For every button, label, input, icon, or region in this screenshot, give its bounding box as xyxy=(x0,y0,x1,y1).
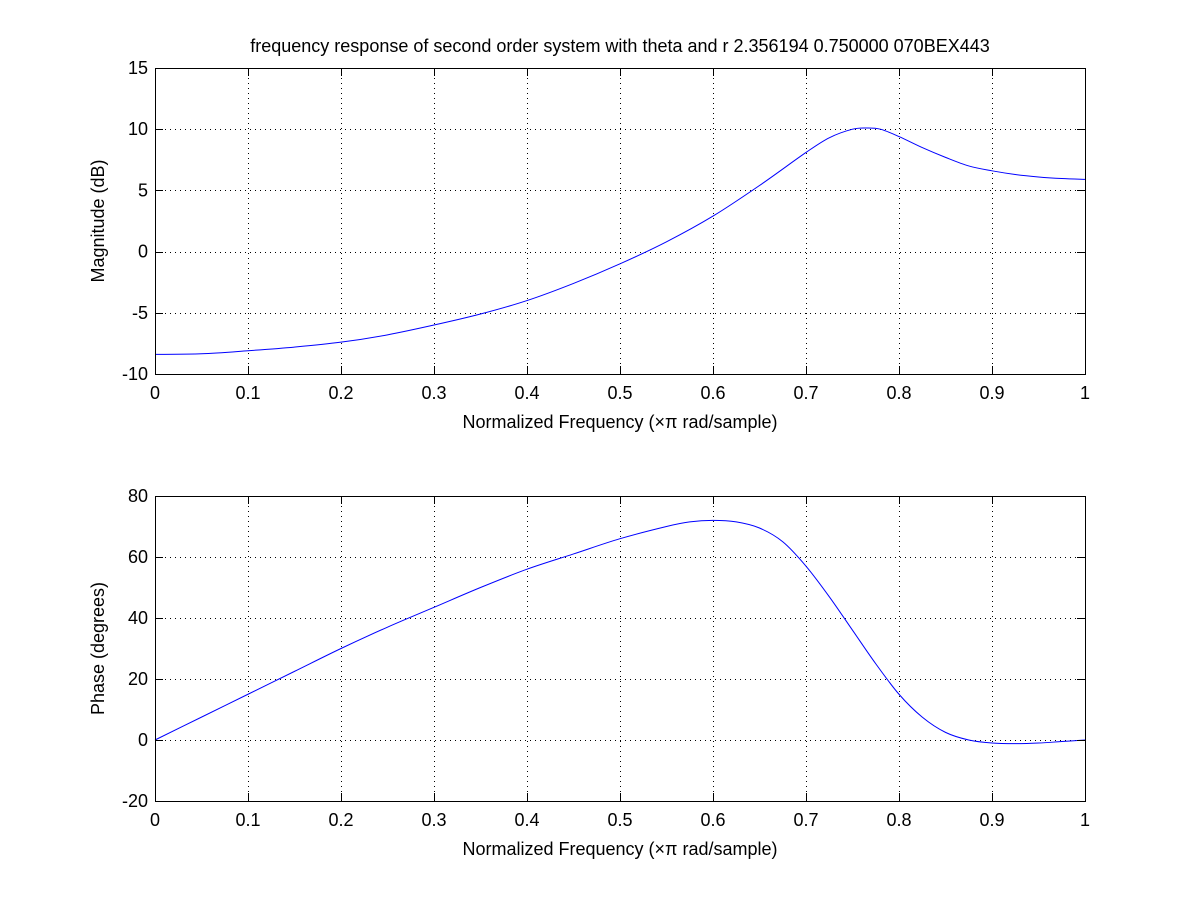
x-tick-label: 0.3 xyxy=(421,810,446,830)
y-tick-label: -5 xyxy=(132,303,148,323)
x-tick-label: 0.8 xyxy=(886,810,911,830)
x-axis-label: Normalized Frequency (×π rad/sample) xyxy=(462,412,777,432)
x-tick-label: 0.3 xyxy=(421,383,446,403)
x-tick-label: 0.6 xyxy=(700,810,725,830)
x-tick-label: 0.9 xyxy=(979,383,1004,403)
series-line xyxy=(154,519,1086,745)
x-tick-label: 0.7 xyxy=(793,383,818,403)
x-tick-label: 0.8 xyxy=(886,383,911,403)
x-axis-label: Normalized Frequency (×π rad/sample) xyxy=(462,839,777,859)
y-tick-label: 10 xyxy=(128,119,148,139)
y-tick-label: 40 xyxy=(128,608,148,628)
x-tick-label: 1 xyxy=(1080,810,1090,830)
y-tick-label: 60 xyxy=(128,547,148,567)
x-tick-label: 0 xyxy=(150,810,160,830)
x-tick-label: 0.5 xyxy=(607,810,632,830)
x-tick-label: 0.6 xyxy=(700,383,725,403)
subplot-magnitude: 0 0.1 0.2 0.3 0.4 0.5 0.6 0.7 0.8 0.9 1 -10 -5 0 5 10 15… xyxy=(88,58,1090,432)
y-tick-label: 20 xyxy=(128,669,148,689)
y-tick-label: 15 xyxy=(128,58,148,78)
y-tick-label: 0 xyxy=(138,730,148,750)
x-tick-label: 0.5 xyxy=(607,383,632,403)
x-tick-label: 0.4 xyxy=(514,383,539,403)
y-tick-label: 0 xyxy=(138,242,148,262)
y-axis-label: Magnitude (dB) xyxy=(88,159,108,282)
x-tick-label: 0.2 xyxy=(328,810,353,830)
subplot-phase: 0 0.1 0.2 0.3 0.4 0.5 0.6 0.7 0.8 0.9 1-2002040608… xyxy=(88,486,1090,859)
x-tick-label: 0.4 xyxy=(514,810,539,830)
x-tick-label: 0.1 xyxy=(235,383,260,403)
y-tick-label: -20 xyxy=(122,791,148,811)
y-tick-label: 80 xyxy=(128,486,148,506)
chart-title: frequency response of second order syste… xyxy=(250,36,990,56)
y-tick-label: -10 xyxy=(122,364,148,384)
x-tick-label: 0.1 xyxy=(235,810,260,830)
x-tick-label: 0.7 xyxy=(793,810,818,830)
x-tick-label: 0.9 xyxy=(979,810,1004,830)
x-tick-label: 0 xyxy=(150,383,160,403)
y-tick-label: 5 xyxy=(138,180,148,200)
x-tick-label: 1 xyxy=(1080,383,1090,403)
x-tick-label: 0.2 xyxy=(328,383,353,403)
y-axis-label: Phase (degrees) xyxy=(88,582,108,715)
series-line xyxy=(154,127,1086,355)
